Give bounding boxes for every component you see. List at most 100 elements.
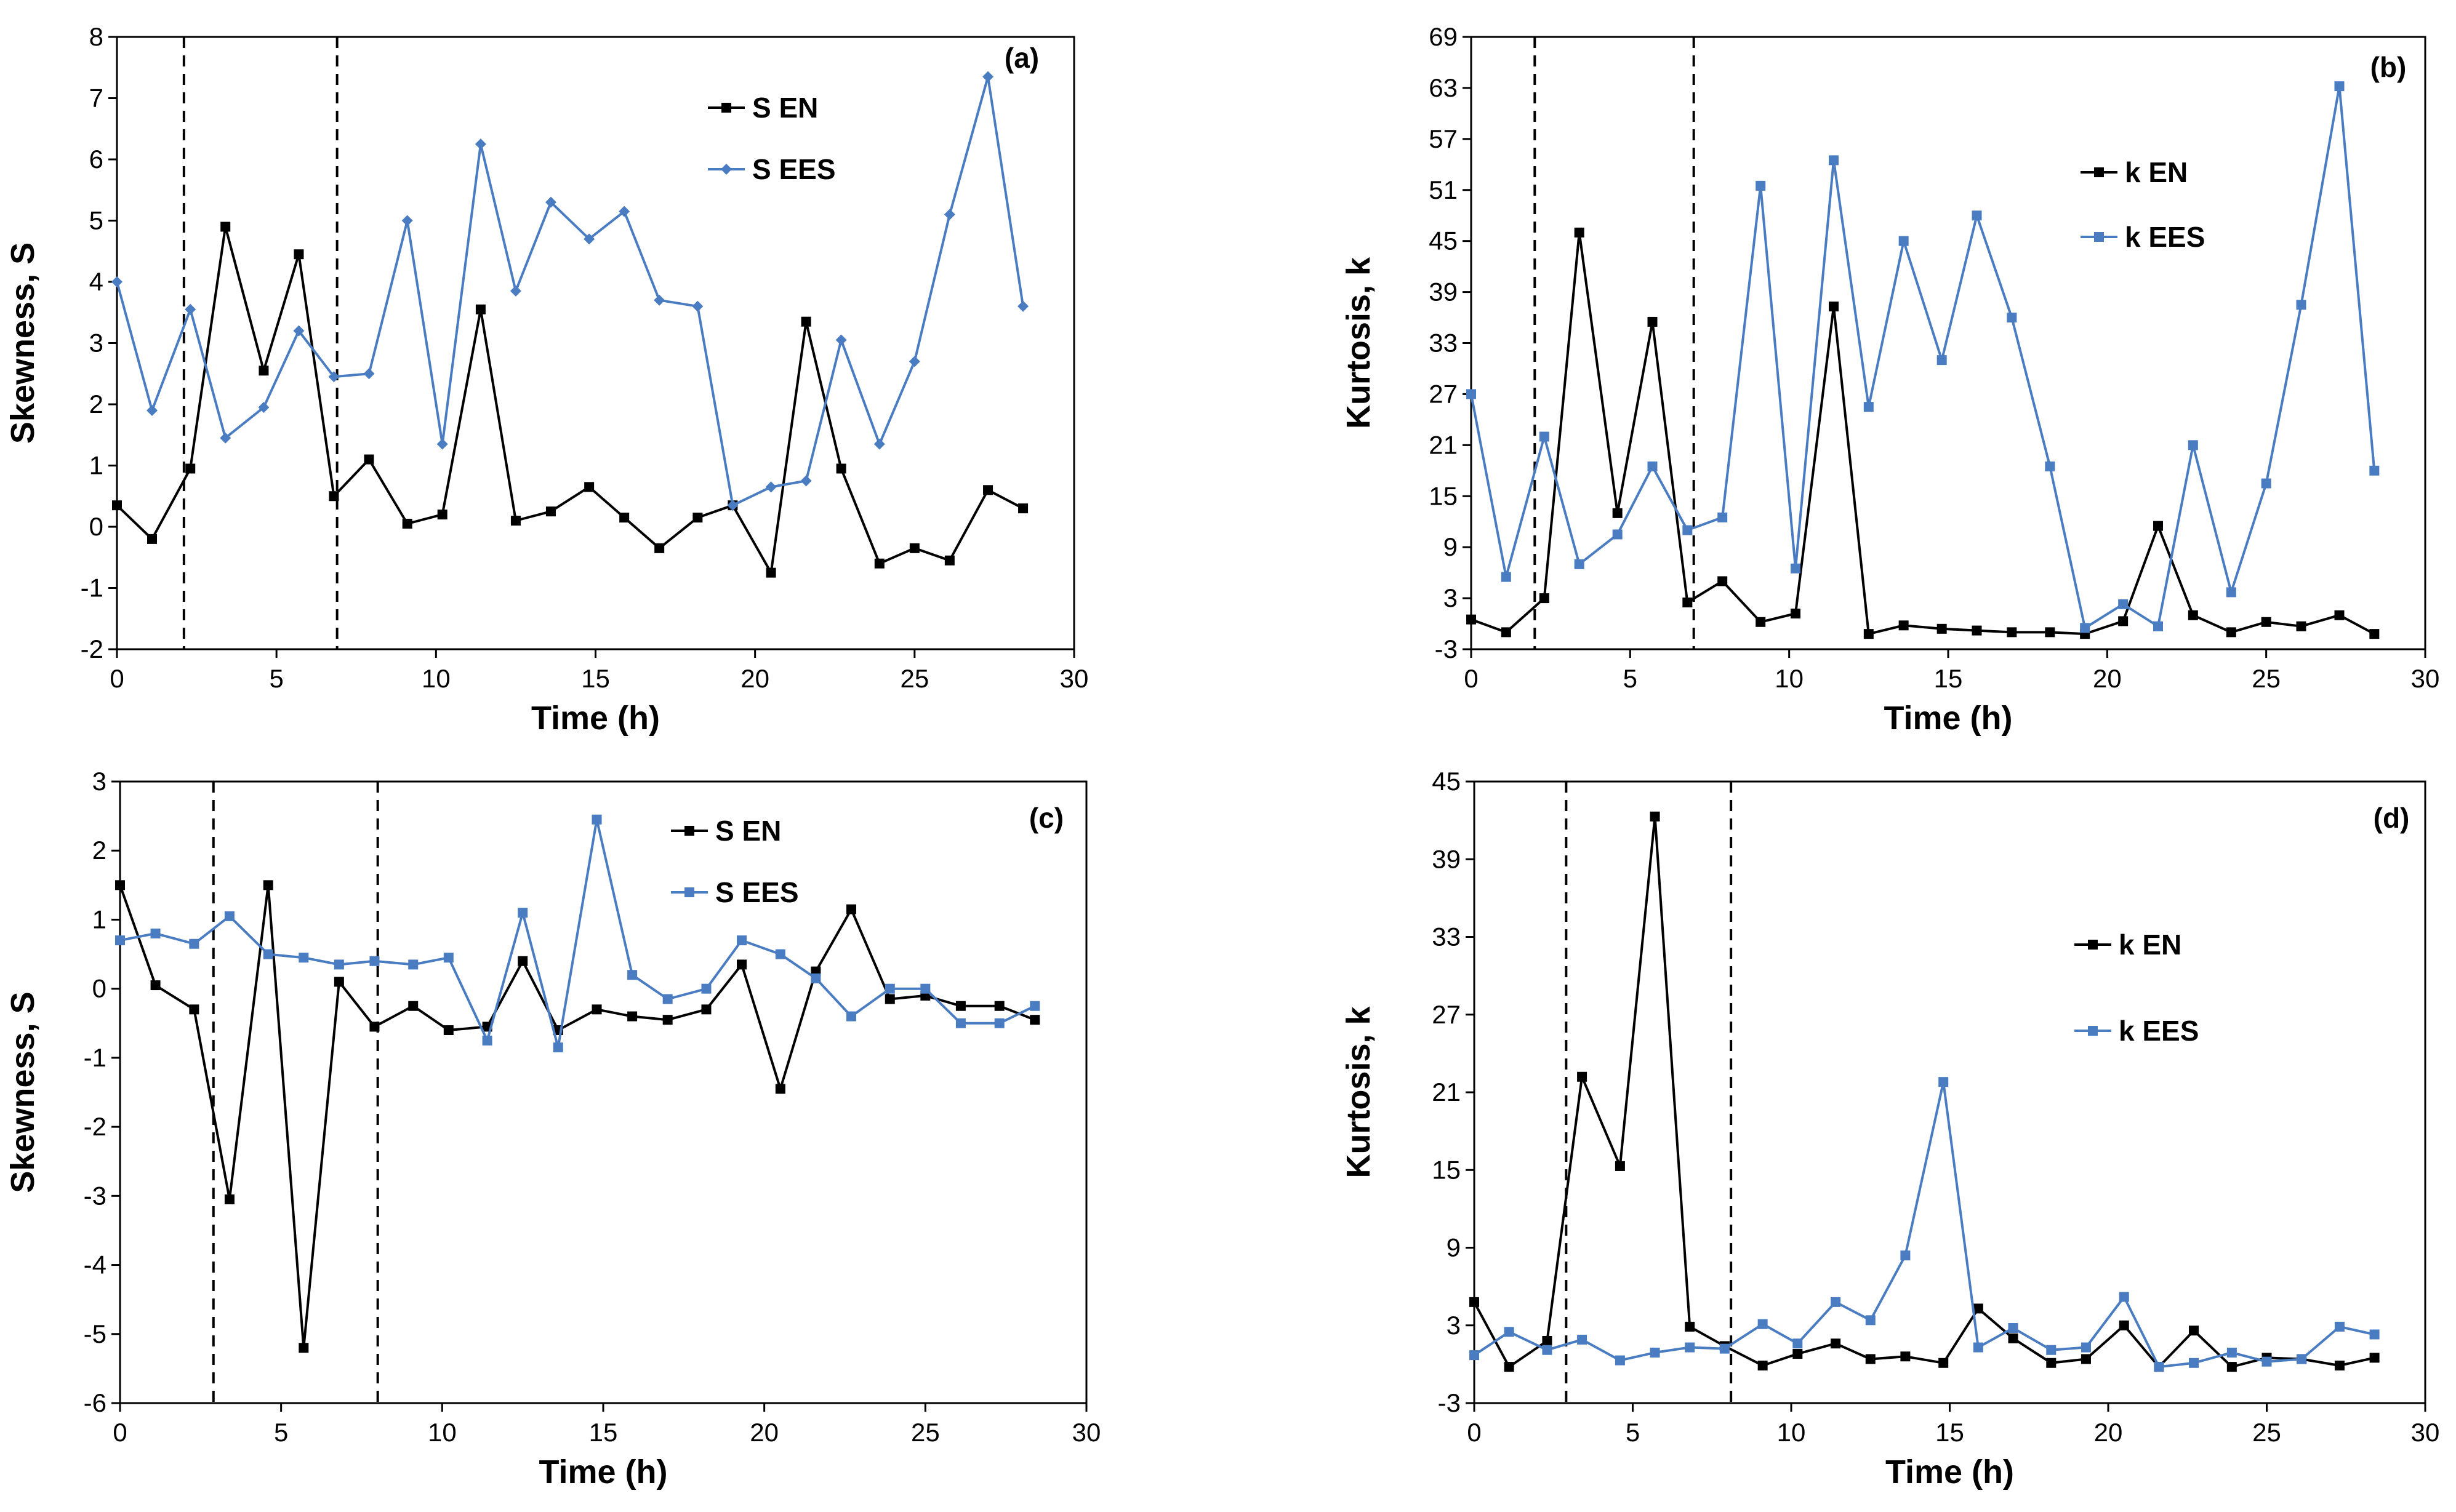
x-tick-label: 15 <box>581 664 610 693</box>
data-point <box>2154 1362 2164 1372</box>
data-point <box>150 980 161 991</box>
data-point <box>111 276 122 287</box>
data-point <box>1829 155 1839 166</box>
data-point <box>1504 1362 1514 1372</box>
y-tick-label: 45 <box>1432 767 1461 796</box>
x-tick-label: 20 <box>2094 1418 2123 1447</box>
legend-label: S EES <box>715 876 799 908</box>
data-point <box>1539 431 1549 442</box>
data-point <box>775 949 785 959</box>
data-point <box>408 959 419 970</box>
data-point <box>920 983 931 994</box>
y-tick-label: -1 <box>84 1043 106 1072</box>
x-tick-label: 20 <box>750 1418 779 1447</box>
y-tick-label: -4 <box>84 1250 106 1279</box>
data-point <box>1865 1315 1876 1326</box>
data-point <box>1030 1001 1040 1011</box>
data-point <box>2226 587 2236 598</box>
data-point <box>518 908 528 918</box>
data-point <box>909 543 920 553</box>
data-point <box>1792 1338 1803 1349</box>
y-tick-label: -2 <box>81 634 103 663</box>
data-point <box>2189 1326 2199 1336</box>
data-point <box>2261 1356 2272 1367</box>
legend-marker <box>2088 1026 2098 1036</box>
data-point <box>2118 599 2129 609</box>
data-point <box>955 1001 966 1011</box>
data-point <box>293 325 305 337</box>
data-point <box>1542 1345 1552 1355</box>
y-tick-label: 5 <box>89 206 103 235</box>
y-tick-label: 39 <box>1432 844 1461 873</box>
data-point <box>1501 627 1511 638</box>
legend-label: k EES <box>2119 1015 2199 1047</box>
data-point <box>1938 1358 1949 1368</box>
x-axis-title: Time (h) <box>539 1454 667 1490</box>
y-axis-title: Skewness, S <box>4 991 41 1193</box>
data-point <box>2007 627 2017 638</box>
data-point <box>584 233 595 245</box>
series-line-k-en <box>1473 815 2375 1369</box>
data-point <box>2007 313 2017 323</box>
data-point <box>584 482 595 492</box>
data-point <box>1792 1349 1803 1359</box>
data-point <box>1017 300 1029 312</box>
data-point <box>994 1018 1005 1028</box>
y-tick-label: 63 <box>1429 73 1458 102</box>
y-tick-label: -3 <box>84 1181 106 1210</box>
x-tick-label: 30 <box>2411 1418 2440 1447</box>
x-tick-label: 5 <box>274 1418 288 1447</box>
y-tick-label: 2 <box>92 836 106 865</box>
data-point <box>1900 1250 1911 1261</box>
data-point <box>115 880 125 890</box>
y-tick-label: 2 <box>89 390 103 418</box>
data-point <box>369 1022 380 1032</box>
data-point <box>1757 1360 1768 1370</box>
y-tick-label: 33 <box>1429 329 1458 358</box>
x-tick-label: 5 <box>1623 664 1637 693</box>
data-point <box>627 970 638 980</box>
y-tick-label: -2 <box>84 1112 106 1141</box>
y-tick-label: -5 <box>84 1319 106 1348</box>
data-point <box>835 334 847 346</box>
data-point <box>775 1084 785 1094</box>
data-point <box>334 977 344 987</box>
data-point <box>1972 625 1982 636</box>
data-point <box>1615 1161 1625 1171</box>
x-tick-label: 10 <box>428 1418 457 1447</box>
data-point <box>846 1011 856 1022</box>
data-point <box>885 983 895 994</box>
data-point <box>1829 302 1839 312</box>
x-tick-label: 30 <box>2411 664 2440 693</box>
data-point <box>147 534 158 544</box>
y-tick-label: 4 <box>89 267 103 296</box>
data-point <box>1539 593 1549 604</box>
data-point <box>2153 621 2163 631</box>
series-line-s-en <box>119 884 1036 1350</box>
y-tick-label: 15 <box>1432 1155 1461 1184</box>
data-point <box>185 303 196 315</box>
data-point <box>2369 465 2380 476</box>
data-point <box>692 513 703 523</box>
data-point <box>654 543 665 553</box>
y-tick-label: 1 <box>92 905 106 934</box>
y-tick-label: 3 <box>1443 583 1458 612</box>
data-point <box>983 485 993 495</box>
data-point <box>2297 1354 2307 1364</box>
data-point <box>994 1001 1005 1011</box>
x-tick-label: 25 <box>2252 664 2281 693</box>
data-point <box>737 959 747 970</box>
data-point <box>328 371 340 383</box>
data-point <box>1898 236 1909 246</box>
x-tick-label: 0 <box>1467 1418 1481 1447</box>
data-point <box>2045 627 2055 638</box>
data-point <box>259 366 269 376</box>
data-point <box>115 935 125 946</box>
data-point <box>2081 1342 2091 1353</box>
data-point <box>619 206 630 217</box>
data-point <box>2008 1322 2018 1333</box>
data-point <box>1469 1297 1479 1307</box>
data-point <box>258 401 270 413</box>
